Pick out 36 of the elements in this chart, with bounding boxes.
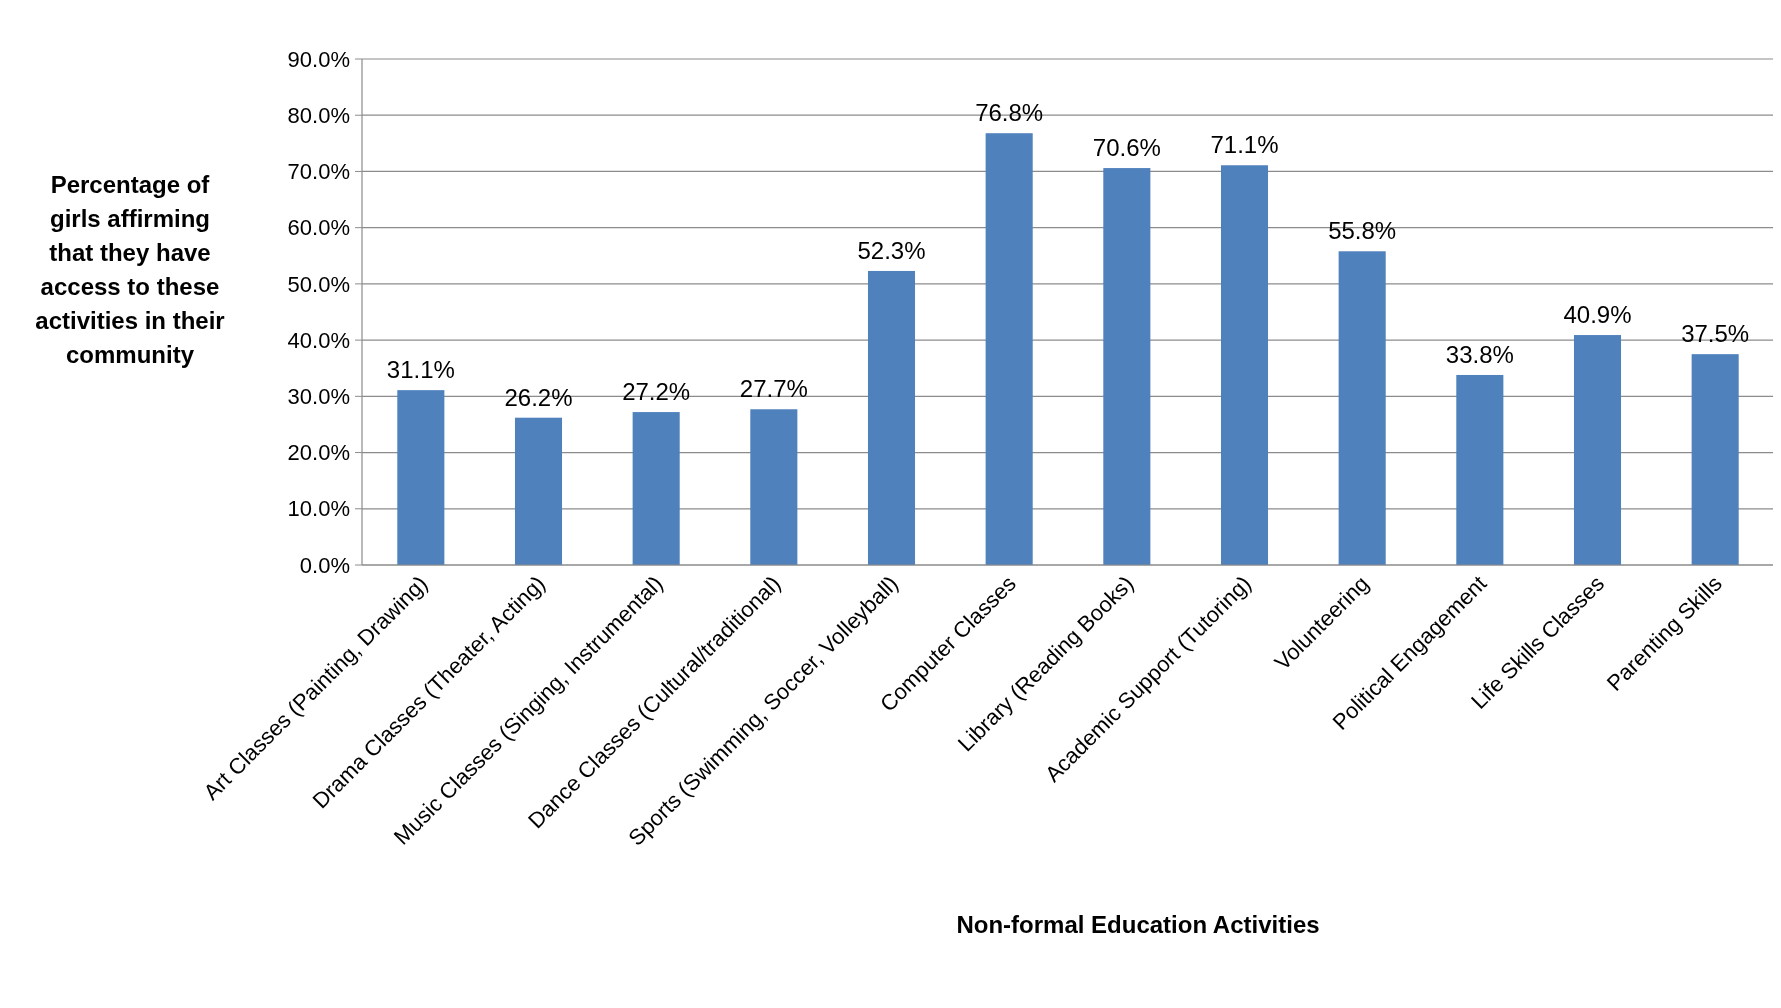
bar (514, 417, 563, 565)
data-label: 37.5% (1681, 320, 1750, 348)
data-label: 40.9% (1563, 301, 1632, 329)
y-tick-label: 0.0% (299, 552, 350, 578)
y-tick-label: 70.0% (287, 159, 350, 185)
y-tick-label: 80.0% (287, 102, 350, 128)
bar (1456, 374, 1504, 565)
y-tick-label: 10.0% (287, 496, 350, 522)
data-label: 76.8% (975, 99, 1044, 127)
data-label: 27.2% (622, 378, 691, 406)
bar (1691, 354, 1739, 565)
data-label: 31.1% (386, 356, 455, 384)
data-label: 26.2% (504, 383, 573, 411)
bar (867, 270, 916, 565)
bar (1220, 165, 1269, 565)
bar (1573, 335, 1622, 565)
data-label: 52.3% (857, 236, 926, 264)
bar (397, 390, 445, 565)
bar (1338, 251, 1386, 565)
y-tick-label: 30.0% (287, 384, 350, 410)
bar (750, 409, 798, 565)
y-tick-label: 50.0% (287, 271, 350, 297)
x-axis-title: Non-formal Education Activities (956, 911, 1320, 938)
y-tick-label: 90.0% (287, 46, 350, 72)
data-label: 70.6% (1092, 134, 1161, 162)
y-axis-title: Percentage of girls affirming that they have access to these activities in their community (35, 171, 225, 368)
data-label: 55.8% (1328, 217, 1397, 245)
data-label: 33.8% (1445, 340, 1514, 368)
bar (1103, 168, 1151, 565)
bar (985, 133, 1033, 565)
data-label: 27.7% (739, 375, 808, 403)
y-tick-label: 20.0% (287, 440, 350, 466)
bar (632, 412, 680, 565)
data-label: 71.1% (1210, 131, 1279, 159)
y-tick-label: 60.0% (287, 215, 350, 241)
y-tick-label: 40.0% (287, 327, 350, 353)
